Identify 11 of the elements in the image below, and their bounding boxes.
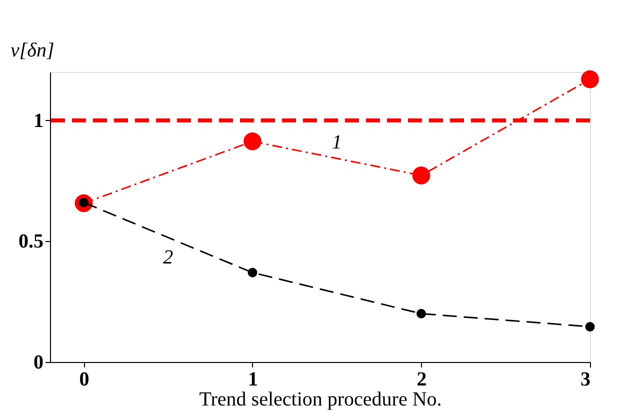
x-tick-label: 0 [79,368,90,390]
y-tick-label: 1 [34,110,44,132]
x-axis-title: Trend selection procedure No. [199,388,442,410]
series-label: 2 [163,246,174,269]
series-label: 1 [332,131,342,154]
y-tick-label: 0 [34,352,44,374]
x-tick-label: 3 [580,368,590,390]
x-tick-label: 2 [416,368,427,390]
y-axis-title: ν[δn] [10,40,54,62]
x-tick-label: 1 [248,368,258,390]
y-tick-label: 0.5 [18,230,44,253]
